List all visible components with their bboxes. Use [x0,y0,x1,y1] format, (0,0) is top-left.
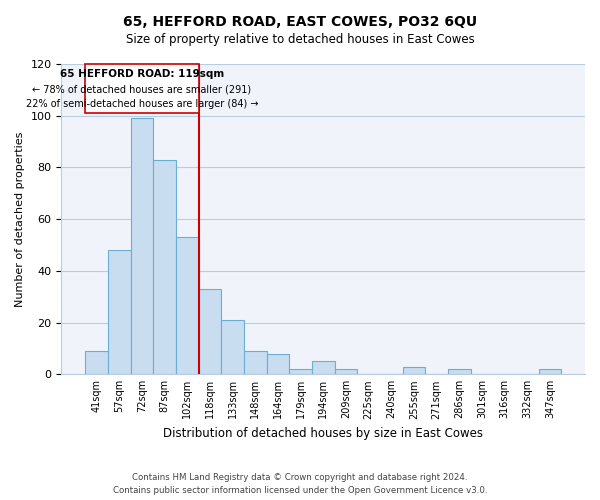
Bar [85,351,108,374]
Bar [153,160,176,374]
Text: 65, HEFFORD ROAD, EAST COWES, PO32 6QU: 65, HEFFORD ROAD, EAST COWES, PO32 6QU [123,15,477,29]
Bar [539,369,561,374]
Bar [199,289,221,374]
Text: 22% of semi-detached houses are larger (84) →: 22% of semi-detached houses are larger (… [26,99,258,109]
Text: 65 HEFFORD ROAD: 119sqm: 65 HEFFORD ROAD: 119sqm [60,69,224,79]
Bar [244,351,266,374]
Bar [335,369,357,374]
Bar [131,118,153,374]
Bar [108,250,131,374]
FancyBboxPatch shape [85,64,199,113]
X-axis label: Distribution of detached houses by size in East Cowes: Distribution of detached houses by size … [163,427,483,440]
Bar [312,362,335,374]
Text: ← 78% of detached houses are smaller (291): ← 78% of detached houses are smaller (29… [32,84,251,94]
Bar [221,320,244,374]
Bar [176,238,199,374]
Y-axis label: Number of detached properties: Number of detached properties [15,132,25,307]
Bar [448,369,470,374]
Bar [266,354,289,374]
Bar [403,366,425,374]
Text: Size of property relative to detached houses in East Cowes: Size of property relative to detached ho… [125,32,475,46]
Text: Contains HM Land Registry data © Crown copyright and database right 2024.
Contai: Contains HM Land Registry data © Crown c… [113,473,487,495]
Bar [289,369,312,374]
